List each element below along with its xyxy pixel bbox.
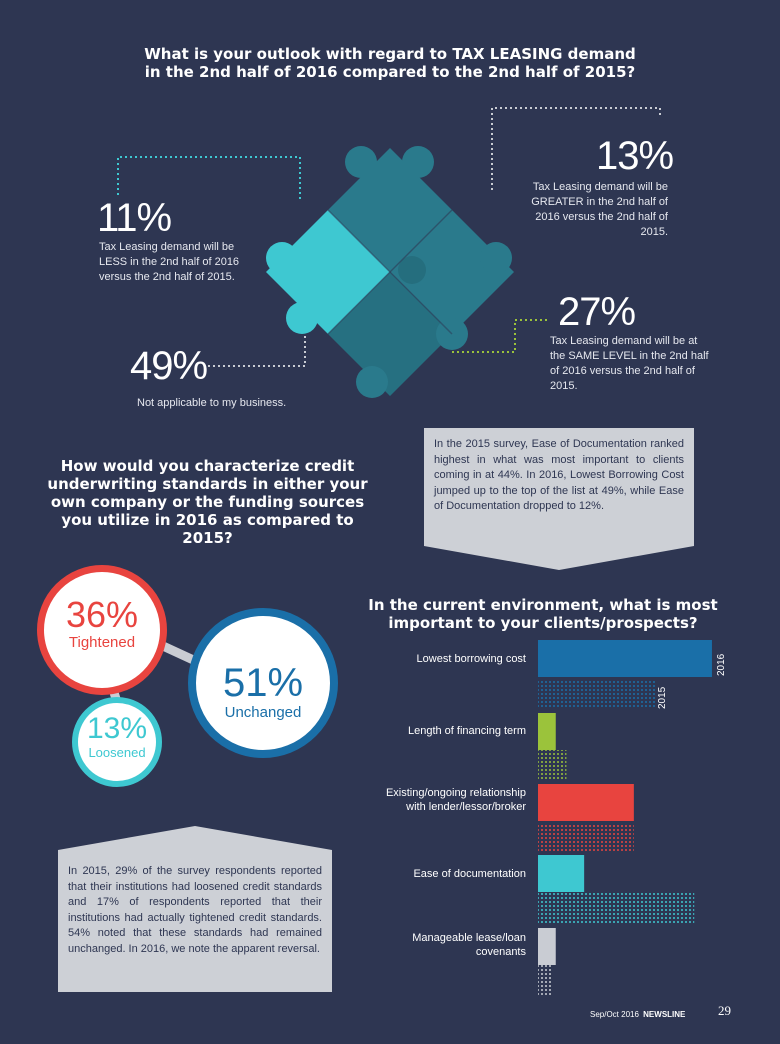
page-number: 29 [718, 1003, 731, 1018]
stat-11-pct: 11% [97, 196, 172, 240]
stat-49-text: Not applicable to my business. [137, 397, 287, 409]
stat-13-text: Tax Leasing demand will be GREATER in th… [531, 181, 668, 238]
series-label-2016: 2016 [716, 653, 727, 676]
credit-note-arrow [58, 826, 332, 852]
stat-11-text: Tax Leasing demand will be LESS in the 2… [99, 241, 240, 283]
stat-27-text: Tax Leasing demand will be at the SAME L… [550, 335, 709, 392]
circle-tightened: 36% Tightened [37, 565, 167, 695]
puzzle-knob [286, 302, 318, 334]
puzzle-knob [354, 256, 382, 284]
category-label: Lowest borrowing cost [416, 653, 526, 665]
category-label: Length of financing term [407, 725, 526, 737]
doc-note-arrow [424, 544, 694, 570]
tightened-label: Tightened [68, 634, 136, 651]
bar-2016 [538, 713, 556, 750]
category-label: Existing/ongoing relationship with lende… [385, 787, 526, 813]
credit-title: How would you characterize credit underw… [47, 457, 368, 547]
footer-issue: Sep/Oct 2016 [590, 1010, 639, 1019]
circle-loosened: 13% Loosened [72, 697, 162, 787]
footer-brand: NEWSLINE [643, 1010, 686, 1019]
connector-11 [117, 156, 301, 200]
bar-2016 [538, 784, 634, 821]
bar-2015 [538, 823, 634, 853]
bar-2015 [538, 893, 695, 925]
connector-13 [491, 107, 661, 190]
bar-2015 [538, 679, 656, 709]
series-label-2015: 2015 [657, 686, 668, 709]
bar-2016 [538, 928, 556, 965]
bar-2016 [538, 640, 712, 677]
credit-note-text: In 2015, 29% of the survey respondents r… [68, 865, 322, 955]
stat-27-pct: 27% [558, 290, 636, 334]
stat-13-pct: 13% [596, 134, 674, 178]
puzzle-knob [398, 256, 426, 284]
doc-note-text: In the 2015 survey, Ease of Documentatio… [434, 438, 684, 513]
credit-note-box: In 2015, 29% of the survey respondents r… [58, 852, 332, 992]
bar-2016 [538, 855, 585, 892]
puzzle-title-line1: What is your outlook with regard to TAX … [144, 45, 636, 63]
puzzle-title-line2: in the 2nd half of 2016 compared to the … [144, 63, 636, 81]
puzzle-pieces [266, 146, 514, 398]
category-label: Ease of documentation [413, 868, 526, 880]
puzzle-knob [266, 242, 298, 274]
loosened-pct: 13% [86, 712, 148, 745]
bar-2015 [538, 750, 567, 780]
puzzle-knob [345, 146, 377, 178]
puzzle-title: What is your outlook with regard to TAX … [100, 45, 680, 81]
chart-title: In the current environment, what is most… [368, 596, 718, 632]
puzzle-knob [356, 366, 388, 398]
unchanged-label: Unchanged [224, 704, 302, 721]
stat-49-pct: 49% [130, 344, 208, 388]
doc-note-box: In the 2015 survey, Ease of Documentatio… [424, 428, 694, 544]
puzzle-knob [480, 242, 512, 274]
tightened-pct: 36% [65, 594, 139, 635]
puzzle-graphic [117, 107, 661, 398]
category-label: Manageable lease/loan covenants [412, 932, 526, 958]
connector-27 [452, 319, 548, 353]
circle-unchanged: 51% Unchanged [188, 608, 338, 758]
unchanged-pct: 51% [222, 661, 304, 705]
loosened-label: Loosened [88, 745, 146, 760]
bar-2015 [538, 965, 553, 997]
connector-49 [208, 335, 306, 367]
footer: Sep/Oct 2016 NEWSLINE [590, 1010, 685, 1019]
puzzle-knob [402, 146, 434, 178]
